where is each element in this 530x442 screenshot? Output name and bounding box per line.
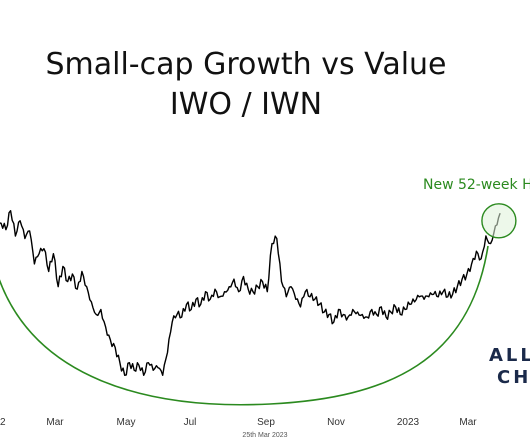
x-tick-label: 2023 [397,417,420,428]
x-axis-ticks: 2 Mar May Jul Sep Nov 2023 Mar [0,417,477,428]
x-tick-label: Nov [327,417,345,428]
x-tick-label: May [117,417,136,428]
series-line-iwo-iwn [0,210,501,376]
new-high-circle [481,203,517,239]
footer-date: 25th Mar 2023 [242,432,287,439]
x-tick-label: Mar [46,417,64,428]
new-high-annotation: New 52-week H [423,177,530,193]
logo-line-2: CH [497,367,530,388]
x-tick-label: Mar [459,417,477,428]
chart-subtitle: IWO / IWN [170,87,322,122]
chart-title: Small-cap Growth vs Value [45,47,446,82]
rounded-bottom-arc [0,245,489,406]
x-tick-label: Sep [257,417,275,428]
x-tick-label: Jul [184,417,197,428]
x-tick-label: 2 [0,417,6,428]
logo-line-1: ALL [489,345,530,366]
